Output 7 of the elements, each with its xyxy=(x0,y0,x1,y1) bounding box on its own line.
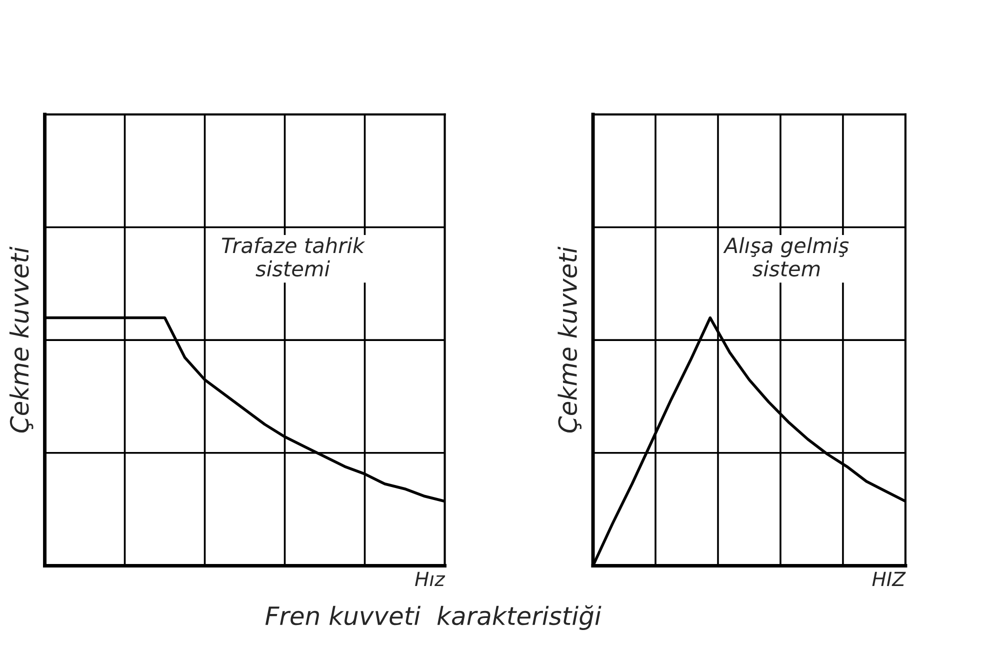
text: Fren kuvveti karakteristiği xyxy=(265,605,602,630)
x-axis-title: Hız xyxy=(415,572,446,586)
x-axis-title: HIZ xyxy=(872,572,906,586)
text: Trafaze tahrik sistemi xyxy=(222,237,366,277)
text: Alışa gelmiş sistem xyxy=(723,237,849,277)
y-axis-title: Çekme kuvveti xyxy=(558,246,582,433)
y-axis-title: Çekme kuvveti xyxy=(9,246,34,433)
